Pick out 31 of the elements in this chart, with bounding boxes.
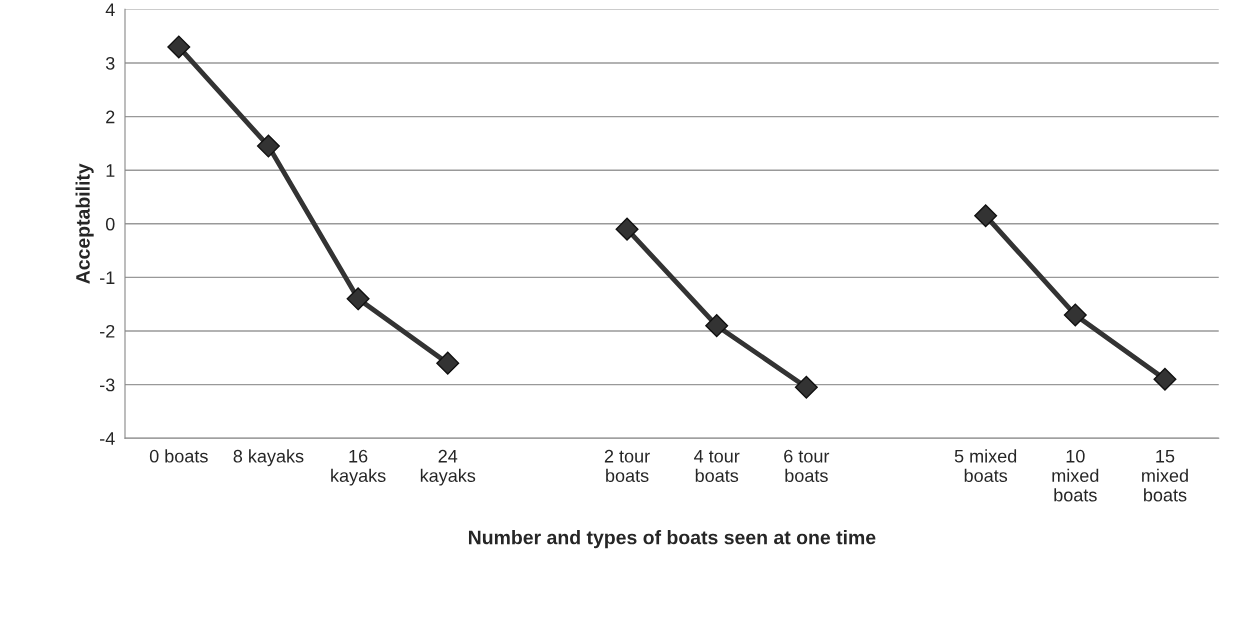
point [1063, 303, 1087, 327]
x-tick-label: 2 tour boats [604, 449, 650, 483]
y-axis-title: Acceptability [75, 163, 94, 284]
x-tick-label: 6 tour boats [784, 449, 830, 483]
point [794, 375, 818, 399]
x-tick-label: 8 kayaks [233, 449, 304, 467]
y-tick-label: -3 [100, 378, 115, 392]
point [974, 204, 998, 228]
y-tick-label: -4 [100, 432, 115, 445]
point [436, 351, 460, 375]
point [167, 35, 191, 59]
y-tick-label: 3 [105, 56, 115, 70]
y-tick-label: 1 [106, 164, 115, 177]
x-tick-label: 24 kayaks [420, 449, 476, 486]
x-tick-label: 10 mixed boats [1052, 449, 1099, 502]
x-tick-label: 0 boats [149, 449, 208, 463]
x-tick-label: 4 tour boats [694, 449, 740, 483]
y-tick-label: -1 [100, 271, 115, 284]
x-tick-label: 16 kayaks [331, 449, 386, 486]
point [615, 217, 639, 241]
y-tick-label: -2 [100, 324, 115, 338]
point [256, 134, 280, 158]
point [346, 287, 370, 311]
x-tick-label: 15 mixed boats [1142, 449, 1188, 502]
point [1153, 367, 1177, 391]
y-tick-label: 4 [105, 3, 115, 16]
point [705, 314, 729, 338]
x-tick-label: 5 mixed boats [954, 449, 1017, 483]
x-axis-title: Number and types of boats seen at one time [468, 530, 876, 549]
y-tick-label: 2 [106, 110, 115, 124]
y-tick-label: 0 [105, 217, 115, 231]
